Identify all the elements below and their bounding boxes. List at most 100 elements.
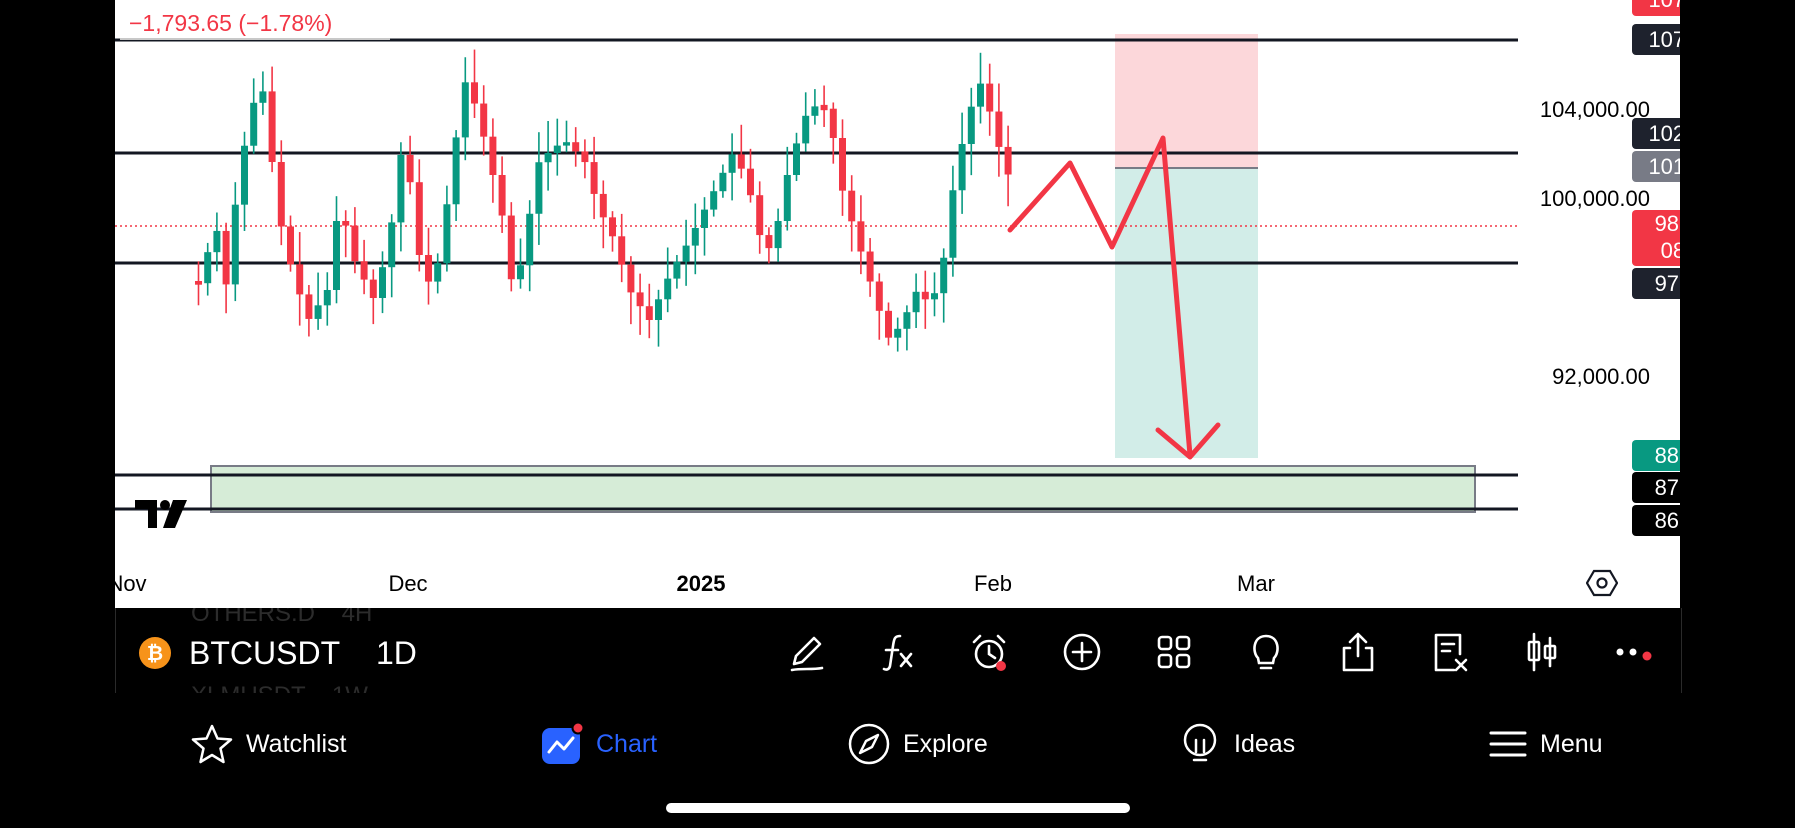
layout-icon[interactable] <box>1152 630 1196 674</box>
candle-body <box>305 294 313 319</box>
last-price-value: 98,842.00 <box>1654 211 1680 236</box>
add-icon[interactable] <box>1060 630 1104 674</box>
more-icon[interactable] <box>1612 630 1656 674</box>
ghost-symbol-above: OTHERS.D 4H <box>191 608 373 627</box>
candle-body <box>563 142 570 146</box>
chart-settings-icon[interactable] <box>1586 569 1618 597</box>
candle-body <box>507 215 515 280</box>
candle-body <box>452 137 460 205</box>
ideas-icon <box>1183 723 1217 762</box>
candle-body <box>287 226 294 265</box>
candle-body <box>195 281 202 285</box>
candle-body <box>691 228 699 246</box>
candle-body <box>958 144 966 191</box>
candle-body <box>259 91 267 103</box>
price-box-97180[interactable]: 97,180.68 <box>1632 268 1680 299</box>
pen-icon[interactable] <box>784 630 828 674</box>
candle-body <box>765 235 773 249</box>
candle-body <box>967 106 975 144</box>
candle-body <box>581 151 589 163</box>
candle-body <box>406 154 414 183</box>
indicators-icon[interactable] <box>876 630 920 674</box>
candle-body <box>664 278 672 300</box>
candle-body <box>360 261 368 280</box>
nav-watchlist[interactable]: Watchlist <box>190 719 346 769</box>
candle-body <box>783 175 791 221</box>
candle-body <box>747 168 754 196</box>
home-indicator <box>666 803 1130 813</box>
candle-body <box>627 264 635 293</box>
share-icon[interactable] <box>1336 630 1380 674</box>
candle-body <box>379 267 386 298</box>
alert-icon[interactable] <box>968 630 1012 674</box>
price-box-88495[interactable]: 88,495.25 <box>1632 440 1680 471</box>
candle-body <box>268 91 276 162</box>
candle-body <box>425 255 432 282</box>
candle-body <box>250 102 258 146</box>
projection-path[interactable] <box>1007 135 1193 458</box>
candle-body <box>912 291 920 313</box>
candle-body <box>489 136 497 175</box>
candle-body <box>231 204 239 285</box>
nav-menu-label: Menu <box>1540 729 1603 758</box>
candle-body <box>949 190 957 258</box>
candle-body <box>296 264 304 295</box>
candle-body <box>848 190 856 222</box>
candle-body <box>793 143 800 175</box>
candle-body <box>517 265 524 280</box>
nav-watchlist-label: Watchlist <box>246 729 347 758</box>
candle-body <box>977 83 984 107</box>
candle-body <box>894 328 902 338</box>
nav-chart[interactable]: Chart <box>540 719 657 769</box>
price-box-107442[interactable]: 107,442.15 <box>1632 0 1680 16</box>
price-box-101463[interactable]: 101,463.85 <box>1632 151 1680 182</box>
arrow-head <box>1155 422 1221 460</box>
candle-body <box>535 162 543 214</box>
candle-body <box>636 292 644 307</box>
candle-body <box>756 195 764 236</box>
candle-body <box>710 191 718 210</box>
candle-body <box>829 108 837 138</box>
symbol-name[interactable]: BTCUSDT <box>189 635 341 671</box>
candle-body <box>434 263 442 282</box>
candle-body <box>415 182 423 255</box>
candle-body <box>204 252 212 284</box>
candle-body <box>333 221 340 290</box>
candle-body <box>480 103 488 137</box>
price-box-87637[interactable]: 87,637.23 <box>1632 472 1680 503</box>
nav-menu[interactable]: Menu <box>1488 719 1603 769</box>
price-box-107160[interactable]: 107,160.56 <box>1632 24 1680 55</box>
candle-body <box>471 82 478 104</box>
candle-body <box>526 213 534 266</box>
candle-type-icon[interactable] <box>1520 630 1564 674</box>
demand-zone[interactable] <box>210 465 1476 513</box>
price-box-86064[interactable]: 86,064.13 <box>1632 505 1680 536</box>
nav-explore[interactable]: Explore <box>847 719 988 769</box>
candle-body <box>1004 146 1012 175</box>
candle-body <box>857 221 865 252</box>
ideas-bulb-icon[interactable] <box>1244 630 1288 674</box>
nav-chart-label: Chart <box>596 729 658 758</box>
candle-body <box>655 299 662 320</box>
candle-body <box>820 104 828 111</box>
stop-loss-zone[interactable] <box>1115 34 1258 168</box>
candle-body <box>737 154 745 169</box>
candle-body <box>673 261 681 279</box>
price-chart[interactable] <box>115 0 1680 608</box>
candle-body <box>590 162 598 194</box>
change-underline <box>120 38 390 40</box>
hamburger-menu-icon <box>1489 731 1527 757</box>
candle-body <box>314 305 322 319</box>
candle-body <box>618 236 626 265</box>
candle-body <box>645 306 653 320</box>
last-price-box[interactable]: 98,842.00 08:32:42 <box>1632 210 1680 266</box>
price-box-102044[interactable]: 102,044.38 <box>1632 118 1680 149</box>
object-tree-icon[interactable] <box>1428 630 1472 674</box>
interval-selector[interactable]: 1D <box>376 635 417 671</box>
nav-ideas[interactable]: Ideas <box>1178 719 1295 769</box>
chart-panel[interactable]: −1,793.65 (−1.78%) Nov Dec 2025 Feb Mar … <box>115 0 1680 608</box>
time-axis-label-feb: Feb <box>974 571 1012 596</box>
bottom-navigation: Watchlist Chart Explore Ideas Menu <box>0 693 1795 828</box>
svg-text:₿: ₿ <box>147 641 163 665</box>
candle-body <box>728 154 736 173</box>
